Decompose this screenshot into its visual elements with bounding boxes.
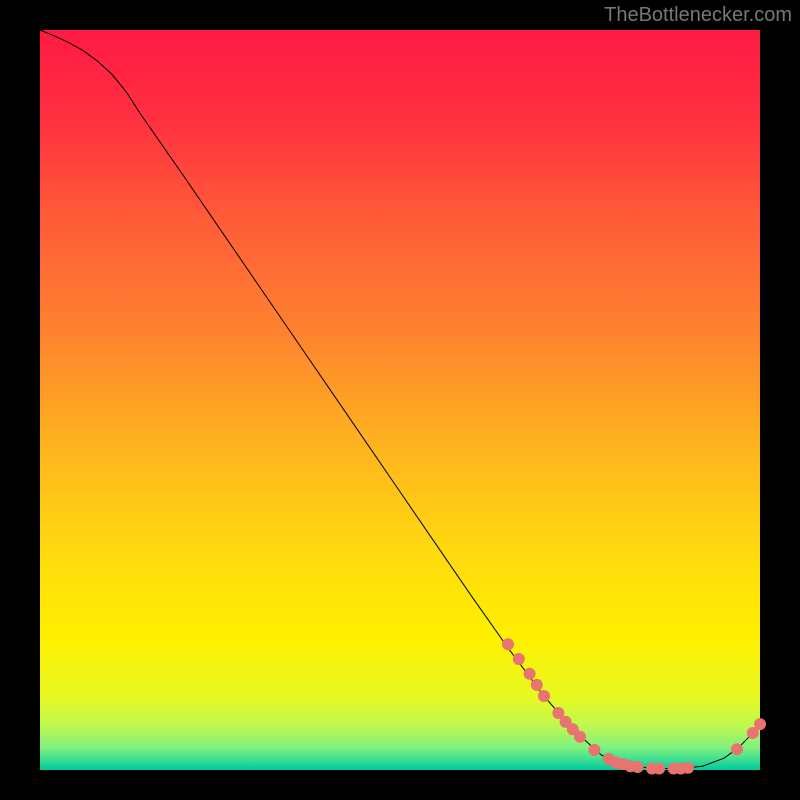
data-marker [632, 761, 644, 773]
chart-container: TheBottlenecker.com [0, 0, 800, 800]
data-marker [538, 690, 550, 702]
data-marker [531, 679, 543, 691]
data-marker [502, 638, 514, 650]
data-marker [574, 731, 586, 743]
data-marker [682, 762, 694, 774]
data-marker [754, 718, 766, 730]
data-marker [524, 668, 536, 680]
watermark-text: TheBottlenecker.com [604, 4, 792, 27]
data-marker [588, 744, 600, 756]
data-marker [731, 743, 743, 755]
data-marker [513, 653, 525, 665]
data-marker [653, 763, 665, 775]
plot-background [40, 30, 760, 770]
bottleneck-curve-chart [0, 0, 800, 800]
